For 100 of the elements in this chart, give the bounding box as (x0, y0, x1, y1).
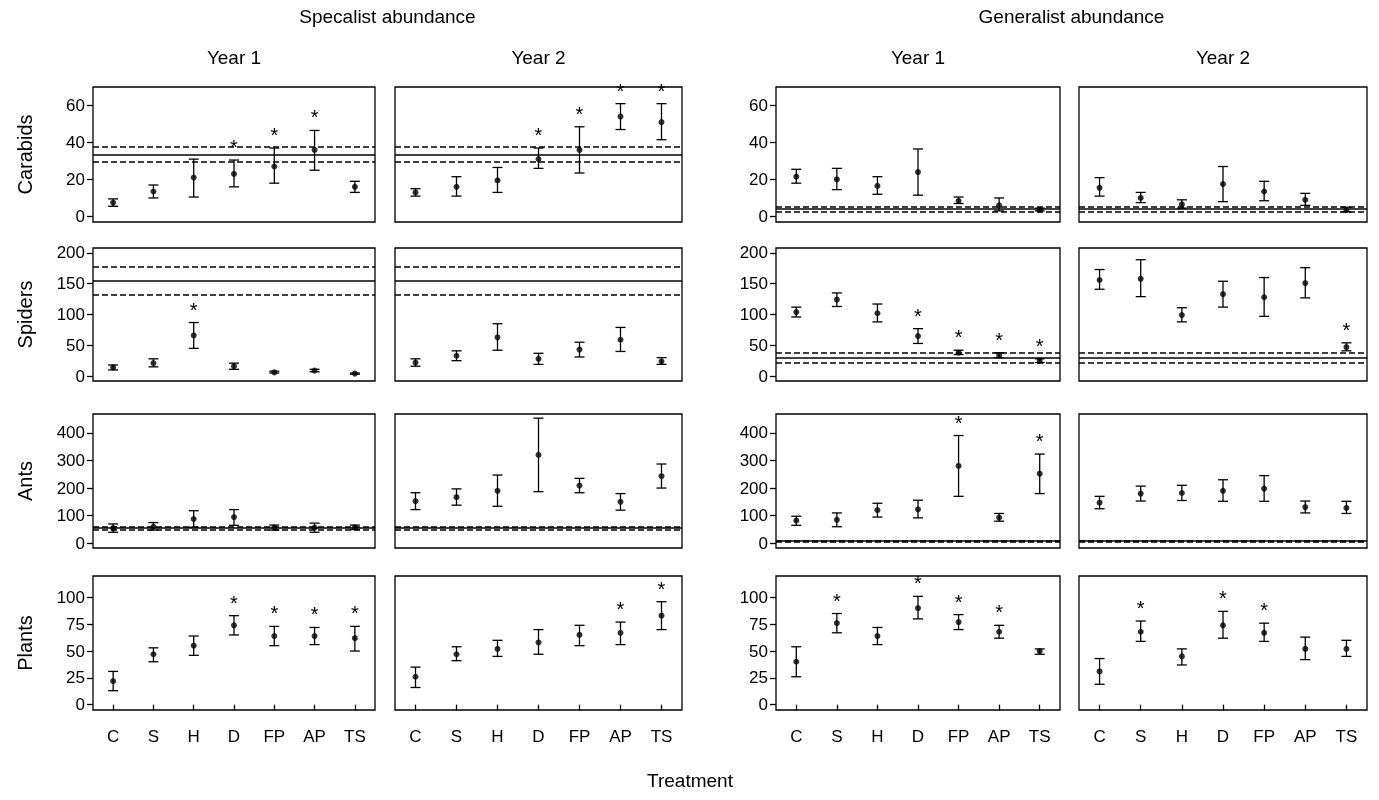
annotation: * (914, 304, 923, 327)
annotation: * (954, 590, 963, 613)
x-tick-label: S (147, 727, 160, 746)
y-axis-title: Carabids (14, 114, 36, 195)
y-tick-label: 40 (749, 132, 768, 152)
y-tick-label: 25 (749, 668, 768, 688)
annotation: * (914, 572, 923, 595)
annotation: * (310, 106, 319, 129)
annotation: * (1035, 430, 1044, 453)
x-tick-label: H (871, 727, 884, 746)
x-tick-label: AP (303, 727, 326, 746)
annotation: * (1136, 597, 1145, 620)
x-tick-label: S (450, 727, 463, 746)
y-tick-label: 50 (749, 641, 768, 661)
x-tick-label: FP (1253, 727, 1276, 746)
chart-subtitle: Year 1 (889, 47, 947, 69)
x-tick-label: S (831, 727, 843, 746)
x-tick-label: D (532, 727, 545, 746)
y-tick-label: 100 (739, 506, 768, 526)
y-tick-label: 0 (758, 366, 768, 386)
y-tick-label: 150 (739, 274, 768, 294)
x-tick-label: H (1175, 727, 1188, 746)
x-tick-label: H (491, 727, 504, 746)
x-tick-label: C (409, 727, 422, 746)
x-tick-label: FP (263, 727, 286, 746)
annotation: * (189, 298, 198, 321)
y-tick-label: 50 (66, 641, 85, 661)
x-tick-label: D (1216, 727, 1230, 746)
annotation: * (310, 603, 319, 626)
y-tick-label: 200 (739, 478, 768, 498)
x-tick-label: AP (609, 727, 632, 746)
x-tick-label: TS (343, 727, 366, 746)
y-tick-label: 100 (56, 587, 85, 607)
y-tick-label: 300 (739, 450, 768, 470)
annotation: * (832, 589, 841, 612)
x-tick-label: C (790, 727, 803, 746)
x-tick-label: TS (1335, 727, 1358, 746)
x-tick-label: H (187, 727, 200, 746)
y-tick-label: 200 (56, 478, 85, 498)
y-tick-label: 0 (75, 533, 85, 553)
y-tick-label: 0 (758, 695, 768, 715)
y-tick-label: 75 (66, 614, 85, 634)
annotation: * (995, 601, 1004, 624)
y-tick-label: 0 (75, 366, 85, 386)
y-tick-label: 0 (758, 533, 768, 553)
annotation: * (616, 598, 625, 621)
chart-title: Generalist abundance (977, 6, 1166, 28)
y-tick-label: 50 (749, 335, 768, 355)
y-axis-title: Spiders (14, 280, 36, 349)
x-tick-label: AP (987, 727, 1011, 746)
y-tick-label: 60 (66, 95, 85, 115)
y-tick-label: 300 (56, 450, 85, 470)
annotation: * (657, 577, 666, 600)
annotation: * (350, 602, 359, 625)
y-tick-label: 20 (749, 169, 768, 189)
chart-subtitle: Year 2 (510, 47, 567, 69)
x-tick-label: TS (650, 727, 673, 746)
chart-subtitle: Year 1 (205, 47, 263, 69)
y-tick-label: 60 (749, 95, 768, 115)
y-tick-label: 100 (56, 305, 85, 324)
y-tick-label: 0 (75, 206, 85, 226)
x-axis-title: Treatment (647, 770, 734, 791)
y-tick-label: 25 (66, 668, 85, 688)
y-tick-label: 400 (56, 423, 85, 443)
annotation: * (1342, 318, 1351, 341)
y-tick-label: 50 (66, 335, 85, 355)
x-tick-label: D (911, 727, 925, 746)
y-axis-title: Ants (14, 460, 36, 502)
annotation: * (995, 328, 1004, 351)
y-tick-label: 200 (739, 243, 768, 263)
y-tick-label: 150 (56, 274, 85, 294)
y-tick-label: 75 (749, 614, 768, 634)
x-tick-label: AP (1293, 727, 1317, 746)
chart-title: Specalist abundance (298, 6, 477, 28)
y-tick-label: 100 (739, 305, 768, 324)
y-tick-label: 400 (739, 423, 768, 443)
annotation: * (1035, 334, 1044, 357)
annotation: * (270, 124, 279, 147)
annotation: * (1219, 587, 1228, 610)
x-tick-label: C (1093, 727, 1106, 746)
y-tick-label: 100 (739, 587, 768, 607)
x-tick-label: FP (568, 727, 591, 746)
annotation: * (954, 326, 963, 349)
annotation: * (575, 102, 584, 125)
annotation: * (954, 411, 963, 434)
annotation: * (534, 124, 543, 147)
y-tick-label: 40 (66, 132, 85, 152)
y-axis-title: Plants (14, 615, 36, 671)
x-tick-label: C (107, 727, 120, 746)
x-tick-label: S (1135, 727, 1147, 746)
y-tick-label: 0 (758, 206, 768, 226)
chart-subtitle: Year 2 (1194, 47, 1252, 69)
y-tick-label: 20 (66, 169, 85, 189)
x-tick-label: FP (947, 727, 970, 746)
x-tick-label: TS (1028, 727, 1051, 746)
y-tick-label: 0 (75, 695, 85, 715)
annotation: * (1260, 599, 1269, 622)
x-tick-label: D (227, 727, 241, 746)
y-tick-label: 200 (56, 243, 85, 263)
y-tick-label: 100 (56, 506, 85, 526)
